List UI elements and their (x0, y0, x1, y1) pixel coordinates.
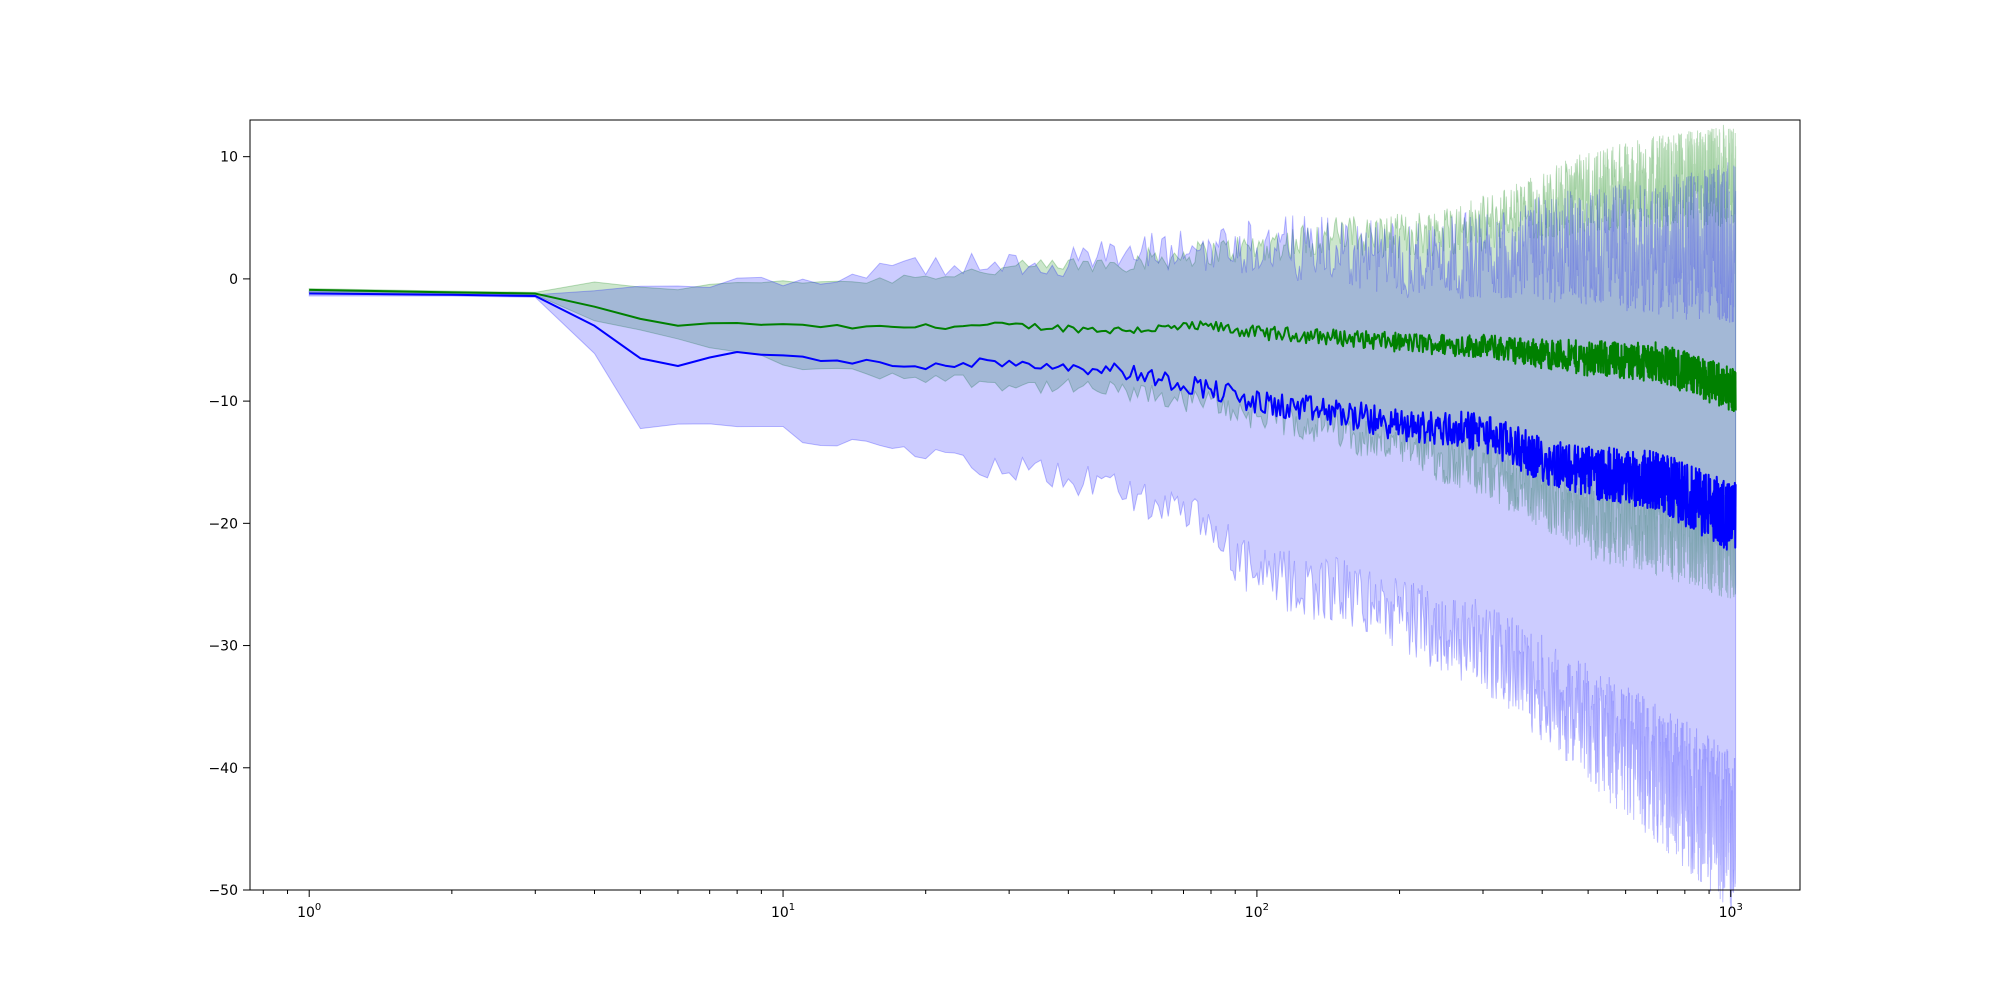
confidence-band-2 (308, 162, 1737, 910)
y-tick-label: −30 (208, 639, 238, 655)
y-tick-label: 0 (229, 272, 238, 288)
plot-frame (249, 119, 1801, 891)
x-axis: 100 101 102 103 (262, 890, 1743, 921)
y-tick-label: −40 (208, 761, 238, 777)
x-tick-label: 103 (1719, 902, 1743, 921)
x-tick-label: 102 (1245, 902, 1269, 921)
series-lines (309, 288, 1737, 551)
y-tick-label: −20 (208, 516, 238, 532)
y-tick-label: −50 (208, 883, 238, 899)
y-tick-label: 10 (220, 150, 238, 166)
series-line-1 (309, 288, 1737, 413)
x-tick-label: 101 (771, 902, 795, 921)
series-line-2 (309, 292, 1737, 551)
plot-background (250, 120, 1800, 890)
x-tick-label: 100 (297, 902, 321, 921)
y-axis: 10 0 −10 −20 −30 −40 −50 (208, 150, 250, 899)
y-tick-label: −10 (208, 394, 238, 410)
